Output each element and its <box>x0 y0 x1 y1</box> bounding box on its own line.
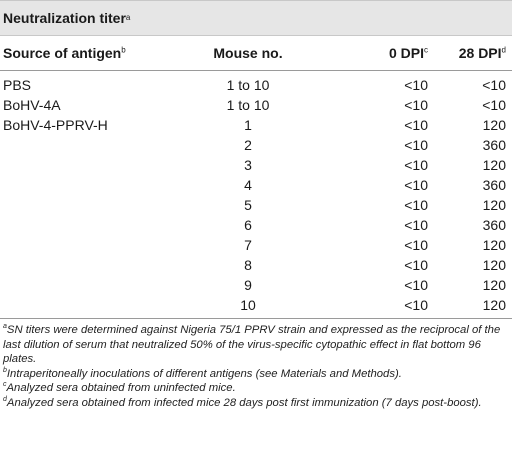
cell-mouse: 4 <box>244 177 252 193</box>
cell-mouse: 5 <box>244 197 252 213</box>
cell-dpi28: 120 <box>482 197 506 213</box>
header-dpi28-text: 28 DPI <box>458 45 502 61</box>
table-row: 8 <10 120 <box>0 255 512 275</box>
footnote-d-sup: d <box>3 396 7 404</box>
table-row: BoHV-4-PPRV-H 1 <10 120 <box>0 115 512 135</box>
titer-table: Neutralization titer a Source of antigenb… <box>0 0 512 411</box>
cell-dpi28: 360 <box>482 177 506 193</box>
cell-mouse: 7 <box>244 237 252 253</box>
header-dpi28-sup: d <box>501 45 506 55</box>
header-dpi28: 28 DPId <box>428 45 512 61</box>
cell-dpi0: <10 <box>404 277 428 293</box>
cell-dpi28: <10 <box>482 97 506 113</box>
footnote-d: dAnalyzed sera obtained from infected mi… <box>3 396 512 411</box>
cell-mouse: 10 <box>240 297 256 313</box>
table-body: PBS 1 to 10 <10 <10 BoHV-4A 1 to 10 <10 <10 Bo… <box>0 71 512 315</box>
table-row: 5 <10 120 <box>0 195 512 215</box>
cell-mouse: 3 <box>244 157 252 173</box>
cell-dpi28: 120 <box>482 257 506 273</box>
footnote-d-text: Analyzed sera obtained from infected mic… <box>6 396 482 409</box>
footnote-c-sup: c <box>3 381 7 389</box>
table-row: 9 <10 120 <box>0 275 512 295</box>
cell-mouse: 1 to 10 <box>226 77 270 93</box>
cell-dpi28: 120 <box>482 237 506 253</box>
header-source: Source of antigenb <box>0 45 160 61</box>
cell-dpi28: <10 <box>482 77 506 93</box>
cell-mouse: 1 <box>244 117 252 133</box>
cell-dpi0: <10 <box>404 117 428 133</box>
cell-dpi0: <10 <box>404 97 428 113</box>
cell-dpi28: 120 <box>482 117 506 133</box>
footnote-b-text: Intraperitoneally inoculations of differ… <box>6 367 402 380</box>
cell-dpi0: <10 <box>404 157 428 173</box>
cell-dpi0: <10 <box>404 197 428 213</box>
header-dpi0-text: 0 DPI <box>388 45 424 61</box>
cell-dpi0: <10 <box>404 237 428 253</box>
cell-mouse: 9 <box>244 277 252 293</box>
header-dpi0-sup: c <box>424 45 428 55</box>
cell-dpi28: 120 <box>482 297 506 313</box>
cell-source: BoHV-4A <box>3 97 61 113</box>
table-row: 2 <10 360 <box>0 135 512 155</box>
table-row: 3 <10 120 <box>0 155 512 175</box>
table-row: 7 <10 120 <box>0 235 512 255</box>
cell-dpi0: <10 <box>404 77 428 93</box>
cell-dpi28: 360 <box>482 137 506 153</box>
cell-dpi0: <10 <box>404 257 428 273</box>
header-source-sup: b <box>121 45 126 55</box>
cell-dpi0: <10 <box>404 217 428 233</box>
footnote-b-sup: b <box>3 367 7 375</box>
cell-dpi0: <10 <box>404 177 428 193</box>
footnote-c-text: Analyzed sera obtained from uninfected m… <box>6 382 236 395</box>
cell-dpi0: <10 <box>404 297 428 313</box>
cell-dpi0: <10 <box>404 137 428 153</box>
cell-mouse: 6 <box>244 217 252 233</box>
cell-mouse: 8 <box>244 257 252 273</box>
cell-dpi28: 360 <box>482 217 506 233</box>
cell-dpi28: 120 <box>482 157 506 173</box>
cell-mouse: 2 <box>244 137 252 153</box>
header-mouse: Mouse no. <box>213 45 283 61</box>
footnote-a-sup: a <box>3 323 7 331</box>
footnote-c: cAnalyzed sera obtained from uninfected … <box>3 381 512 396</box>
cell-mouse: 1 to 10 <box>226 97 270 113</box>
table-row: 6 <10 360 <box>0 215 512 235</box>
header-dpi0: 0 DPIc <box>336 45 428 61</box>
table-row: PBS 1 to 10 <10 <10 <box>0 75 512 95</box>
header-row: Source of antigenb Mouse no. 0 DPIc 28 D… <box>0 36 512 71</box>
cell-source: BoHV-4-PPRV-H <box>3 117 108 133</box>
footnote-a-text: SN titers were determined against Nigeri… <box>3 324 501 366</box>
table-row: BoHV-4A 1 to 10 <10 <10 <box>0 95 512 115</box>
table-row: 10 <10 120 <box>0 295 512 315</box>
cell-source: PBS <box>3 77 32 93</box>
table-row: 4 <10 360 <box>0 175 512 195</box>
table-title-text: Neutralization titer <box>3 10 126 26</box>
footnotes: aSN titers were determined against Niger… <box>0 319 512 411</box>
cell-dpi28: 120 <box>482 277 506 293</box>
header-source-text: Source of antigen <box>3 45 122 61</box>
table-title: Neutralization titer a <box>0 0 512 36</box>
table-bottom-rule <box>0 318 512 319</box>
footnote-a: aSN titers were determined against Niger… <box>3 323 512 367</box>
footnote-b: bIntraperitoneally inoculations of diffe… <box>3 367 512 382</box>
